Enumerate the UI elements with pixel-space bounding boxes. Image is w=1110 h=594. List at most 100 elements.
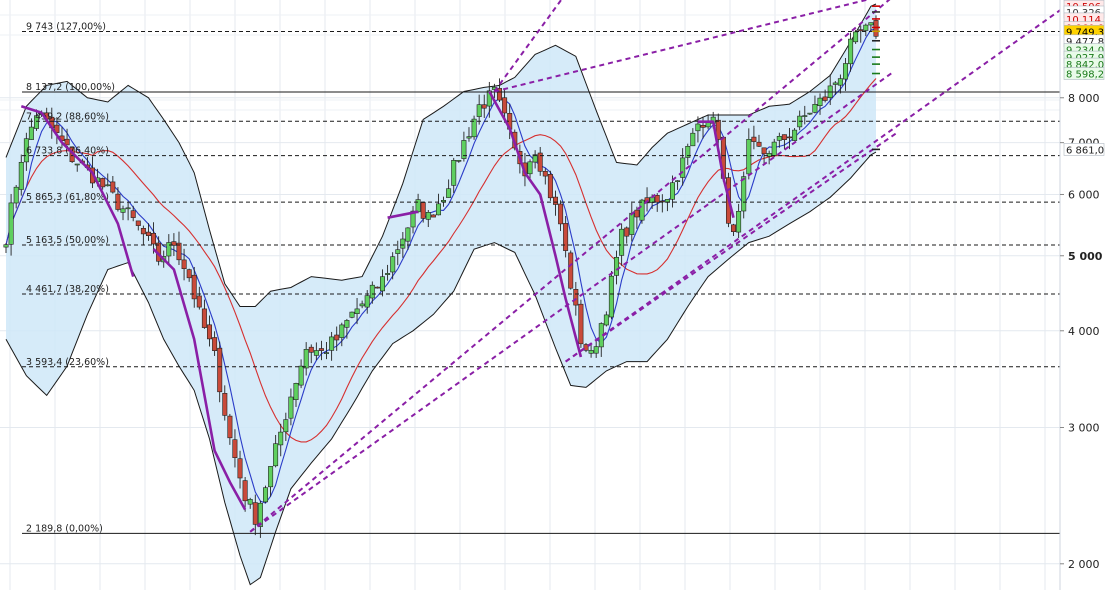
candle-up	[639, 199, 645, 221]
candle-down	[176, 242, 182, 261]
candle-up	[166, 242, 172, 257]
candle-up	[812, 104, 818, 113]
candle-down	[624, 227, 630, 237]
candle-up	[451, 160, 457, 186]
candle-up	[837, 78, 843, 86]
candle-up	[629, 212, 635, 235]
candle-down	[186, 269, 192, 279]
candle-up	[608, 275, 614, 318]
bollinger-lower-line	[5, 151, 877, 586]
candle-up	[323, 352, 329, 354]
candle-up	[476, 104, 482, 117]
candle-down	[420, 202, 426, 219]
candle-down	[135, 220, 141, 226]
candle-down	[201, 308, 207, 328]
moving-average-slow	[5, 78, 877, 443]
price-label-text: 10 114	[1066, 15, 1101, 26]
fibonacci-level-label: 8 137,2 (100,00%)	[26, 82, 115, 93]
candles-layer	[3, 15, 879, 538]
candle-up	[680, 157, 686, 178]
trend-channel-layer	[249, 0, 1060, 533]
price-label-box	[1063, 143, 1105, 156]
candle-up	[456, 160, 462, 162]
candle-up	[736, 211, 742, 233]
plot-area[interactable]: 9 743 (127,00%) 8 137,2 (100,00%) 7 459,2 …	[3, 0, 1075, 586]
candle-up	[603, 314, 609, 326]
candle-up	[3, 244, 9, 248]
candle-down	[552, 196, 558, 205]
candle-down	[171, 241, 177, 246]
candle-up	[435, 203, 441, 216]
candle-down	[481, 104, 487, 109]
candle-up	[766, 153, 772, 157]
candle-down	[146, 231, 152, 237]
candle-down	[542, 171, 548, 177]
fibonacci-level-label: 6 733,8 (76,40%)	[26, 146, 109, 157]
zigzag-line	[697, 120, 735, 219]
candle-up	[802, 115, 808, 117]
candle-down	[151, 233, 157, 245]
price-label-box	[1063, 67, 1105, 80]
candle-up	[853, 31, 859, 43]
candle-down	[191, 274, 197, 300]
fibonacci-level-label: 2 189,8 (0,00%)	[26, 523, 103, 534]
candle-up	[832, 82, 838, 85]
candle-down	[730, 224, 736, 233]
candle-down	[318, 348, 324, 351]
candle-down	[237, 458, 243, 479]
candle-up	[446, 188, 452, 198]
candle-down	[654, 195, 660, 203]
candle-down	[563, 223, 569, 251]
candle-up	[425, 212, 431, 220]
y-axis-tick-label: 6 000	[1068, 189, 1100, 202]
candle-up	[379, 276, 385, 292]
candle-down	[583, 344, 589, 351]
fibonacci-level-label: 7 459,2 (88,60%)	[26, 111, 109, 122]
fibonacci-level-label: 5 163,5 (50,00%)	[26, 235, 109, 246]
candle-up	[532, 154, 538, 163]
price-label-text: 8 842,0	[1066, 60, 1104, 71]
candle-up	[746, 139, 752, 175]
candle-down	[761, 147, 767, 155]
candle-up	[257, 502, 263, 527]
candle-up	[486, 90, 492, 107]
candle-down	[181, 259, 187, 269]
candle-up	[33, 115, 39, 129]
candle-up	[268, 466, 274, 488]
candle-down	[308, 346, 314, 353]
y-axis-tick-label: 5 000	[1068, 250, 1103, 263]
candle-up	[13, 186, 19, 204]
candle-down	[537, 152, 543, 172]
candle-up	[690, 132, 696, 147]
candle-down	[822, 96, 828, 101]
candle-up	[695, 123, 701, 132]
candle-down	[430, 214, 436, 218]
candle-down	[786, 136, 792, 139]
y-axis-tick-label: 4 000	[1068, 325, 1100, 338]
candle-up	[466, 136, 472, 139]
candle-up	[400, 238, 406, 249]
candle-down	[496, 88, 502, 101]
candle-up	[868, 22, 874, 26]
candle-up	[344, 320, 350, 328]
zigzag-layer	[20, 90, 735, 511]
candle-down	[700, 125, 706, 128]
bollinger-upper-line	[5, 3, 877, 307]
candle-down	[634, 209, 640, 218]
trend-channel-line	[493, 0, 563, 93]
candle-up	[105, 184, 111, 187]
candle-up	[349, 311, 355, 318]
candle-up	[278, 431, 284, 446]
y-axis-tick-label: 3 000	[1068, 422, 1100, 435]
candle-up	[776, 136, 782, 141]
candle-up	[298, 365, 304, 386]
fibonacci-level-label: 4 461,7 (38,20%)	[26, 284, 109, 295]
candle-up	[273, 443, 279, 467]
candle-down	[578, 303, 584, 345]
candle-up	[369, 284, 375, 299]
candle-down	[334, 334, 340, 341]
candle-down	[715, 119, 721, 140]
candle-down	[130, 210, 136, 218]
